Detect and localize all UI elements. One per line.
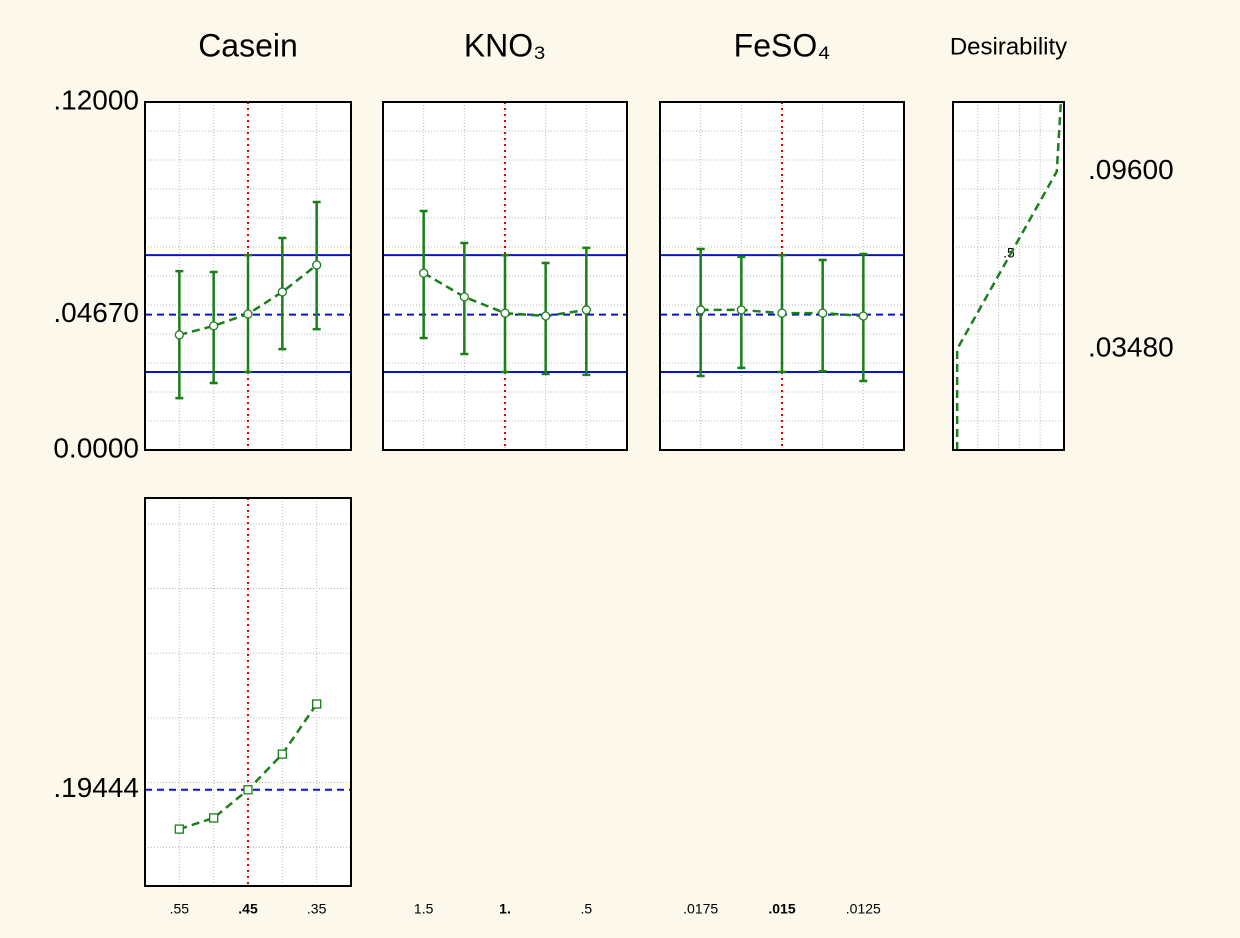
x-tick-label: 1. bbox=[499, 901, 511, 917]
y-tick-label: .12000 bbox=[53, 84, 139, 115]
point bbox=[581, 305, 591, 315]
point bbox=[777, 308, 787, 318]
y-tick-label: .19444 bbox=[53, 772, 139, 803]
point bbox=[500, 308, 510, 318]
point bbox=[174, 824, 184, 834]
y-tick-label: .03480 bbox=[1088, 331, 1174, 362]
point bbox=[818, 308, 828, 318]
point bbox=[541, 311, 551, 321]
panel-frame bbox=[144, 101, 352, 451]
point bbox=[312, 260, 322, 270]
x-tick-label: .55 bbox=[170, 901, 190, 917]
point bbox=[209, 813, 219, 823]
point bbox=[174, 330, 184, 340]
panel-frame bbox=[952, 101, 1065, 451]
x-tick-label: .0175 bbox=[683, 901, 718, 917]
point bbox=[277, 749, 287, 759]
y-tick-label: 0.0000 bbox=[53, 432, 139, 463]
point bbox=[696, 305, 706, 315]
point bbox=[277, 287, 287, 297]
y-tick-label: .04670 bbox=[53, 297, 139, 328]
panel-background bbox=[953, 102, 1064, 450]
y-tick-label: .09600 bbox=[1088, 154, 1174, 185]
point bbox=[419, 268, 429, 278]
point bbox=[209, 321, 219, 331]
profile-line bbox=[955, 101, 1063, 450]
x-tick-label: .5 bbox=[1003, 245, 1015, 261]
point bbox=[243, 309, 253, 319]
x-tick-label: .45 bbox=[238, 901, 258, 917]
point bbox=[312, 699, 322, 709]
panel-title: Desirability bbox=[950, 33, 1067, 60]
x-tick-label: .0125 bbox=[846, 901, 881, 917]
panel-frame bbox=[144, 497, 352, 887]
x-tick-label: .015 bbox=[768, 901, 795, 917]
profile-line bbox=[423, 272, 587, 318]
point bbox=[459, 292, 469, 302]
x-tick-label: .35 bbox=[307, 901, 327, 917]
panel-title: KNO₃ bbox=[464, 27, 546, 63]
x-tick-label: 1.5 bbox=[414, 901, 434, 917]
point bbox=[243, 785, 253, 795]
panel-title: Casein bbox=[198, 27, 298, 63]
point bbox=[858, 311, 868, 321]
point bbox=[736, 305, 746, 315]
panel-frame bbox=[659, 101, 905, 451]
panel-title: FeSO₄ bbox=[734, 27, 831, 63]
x-tick-label: .5 bbox=[580, 901, 592, 917]
panel-frame bbox=[382, 101, 628, 451]
